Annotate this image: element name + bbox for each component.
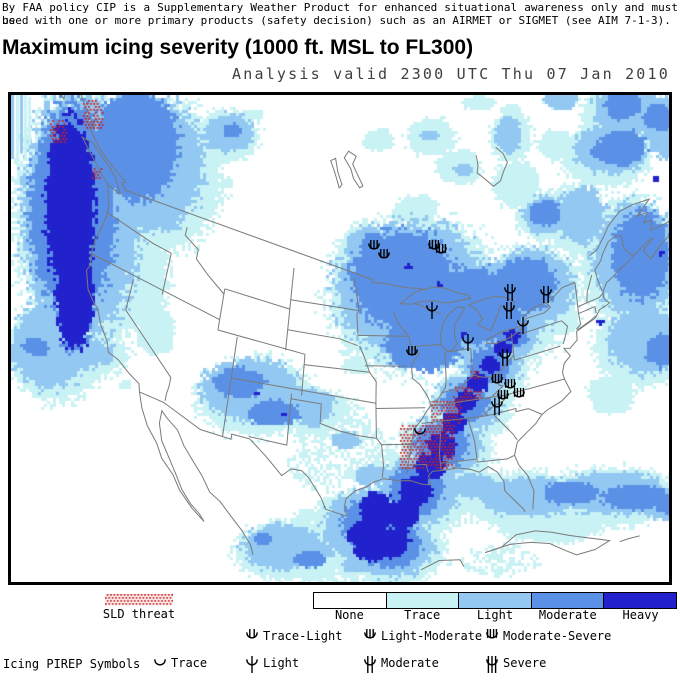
sld-threat-label: SLD threat [102, 607, 176, 621]
severity-swatch-none [314, 593, 386, 608]
severity-scale-labels: None Trace Light Moderate Heavy [313, 608, 677, 622]
pirep-report-symbol [504, 284, 516, 301]
pirep-report-symbol [491, 398, 503, 415]
pirep-moderate_severe-label: Moderate-Severe [503, 629, 612, 643]
faa-policy-disclaimer-line2: used with one or more primary products (… [2, 14, 671, 27]
pirep-report-symbol [378, 249, 390, 259]
pirep-report-symbol [499, 349, 511, 366]
pirep-trace-icon [154, 659, 166, 666]
pirep-severe-icon [486, 656, 498, 673]
icing-severity-map [8, 92, 672, 585]
pirep-light-label: Light [263, 656, 300, 670]
pirep-report-symbol [426, 302, 438, 319]
pirep-legend-title: Icing PIREP Symbols [3, 657, 141, 671]
pirep-moderate_severe-icon [486, 629, 498, 639]
severity-label-trace: Trace [404, 608, 441, 622]
pirep-reports-layer [368, 240, 552, 435]
severity-label-none: None [334, 608, 364, 622]
pirep-report-symbol [428, 240, 440, 250]
pirep-light-icon [246, 656, 258, 673]
pirep-trace_light-icon [246, 629, 258, 639]
severity-label-light: Light [476, 608, 514, 622]
pirep-report-symbol [540, 286, 552, 303]
pirep-report-symbol [513, 388, 525, 398]
pirep-report-symbol [414, 428, 426, 435]
severity-swatch-heavy [603, 593, 676, 608]
severity-swatch-moderate [530, 593, 604, 608]
pirep-report-symbol [517, 317, 529, 334]
pirep-trace_light-label: Trace-Light [263, 629, 343, 643]
state-and-coast-lines [60, 95, 669, 571]
severity-color-scale [313, 592, 677, 609]
sld-threat-swatch [105, 594, 173, 606]
pirep-light_moderate-label: Light-Moderate [381, 629, 483, 643]
pirep-moderate-icon [364, 656, 376, 673]
pirep-report-symbol [497, 390, 509, 400]
pirep-trace-label: Trace [171, 656, 208, 670]
faa-policy-disclaimer-line1: By FAA policy CIP is a Supplementary Wea… [2, 1, 678, 27]
pirep-severe-label: Severe [503, 656, 547, 670]
severity-swatch-trace [385, 593, 459, 608]
severity-label-moderate: Moderate [538, 608, 597, 622]
pirep-report-symbol [368, 240, 380, 250]
page-title: Maximum icing severity (1000 ft. MSL to … [2, 36, 474, 59]
pirep-report-symbol [435, 244, 447, 254]
basemap-overlay [60, 95, 669, 571]
pirep-report-symbol [504, 379, 516, 389]
analysis-valid-time: Analysis valid 2300 UTC Thu 07 Jan 2010 [232, 65, 670, 83]
pirep-report-symbol [462, 334, 474, 351]
severity-label-heavy: Heavy [622, 608, 659, 622]
pirep-report-symbol [491, 374, 503, 384]
severity-swatch-light [458, 593, 531, 608]
pirep-moderate-label: Moderate [381, 656, 439, 670]
pirep-light_moderate-icon [364, 629, 376, 639]
pirep-report-symbol [406, 346, 418, 356]
pirep-report-symbol [503, 302, 515, 319]
